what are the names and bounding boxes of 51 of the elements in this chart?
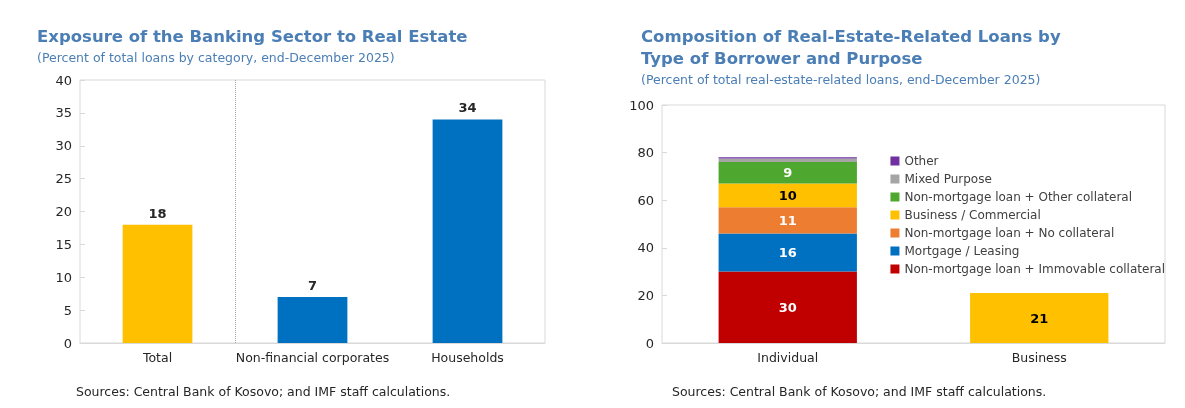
y-tick-label: 100 <box>629 97 654 113</box>
bar <box>718 183 857 208</box>
data-label: 10 <box>778 187 797 203</box>
chart-title: Exposure of the Banking Sector to Real Estate <box>37 26 468 46</box>
y-tick-label: 0 <box>63 335 72 351</box>
data-label: 21 <box>1030 310 1049 326</box>
x-tick-label: Individual <box>757 350 819 365</box>
y-tick-label: 15 <box>55 236 72 252</box>
data-label: 30 <box>778 299 797 315</box>
bar <box>718 233 857 272</box>
data-label: 34 <box>458 100 477 116</box>
y-tick-label: 40 <box>55 72 72 88</box>
legend-label: Mortgage / Leasing <box>904 244 1020 258</box>
y-tick-label: 60 <box>637 192 654 208</box>
data-label: 18 <box>148 205 167 221</box>
legend-label: Non-mortgage loan + Other collateral <box>904 190 1133 204</box>
y-tick-label: 40 <box>637 240 654 256</box>
source-note: Sources: Central Bank of Kosovo; and IMF staff calculations. <box>672 384 1047 399</box>
y-tick-label: 30 <box>55 138 72 154</box>
y-tick-label: 10 <box>55 269 72 285</box>
bar <box>718 162 857 184</box>
y-tick-label: 20 <box>55 204 72 219</box>
legend-label: Non-mortgage loan + No collateral <box>904 226 1115 240</box>
y-tick-label: 5 <box>63 302 72 318</box>
legend-label: Non-mortgage loan + Immovable collateral <box>904 262 1165 276</box>
bar <box>432 119 503 343</box>
x-tick-label: Total <box>141 350 173 365</box>
legend-label: Mixed Purpose <box>904 172 992 186</box>
legend-label: Business / Commercial <box>904 208 1041 222</box>
y-tick-label: 80 <box>637 145 654 161</box>
legend-label: Other <box>904 154 939 168</box>
bar <box>970 293 1109 343</box>
chart-title: Composition of Real-Estate-Related Loans by Type of Borrower and Purpose <box>641 26 1067 68</box>
x-tick-label: Non-financial corporates <box>235 350 390 365</box>
data-label: 16 <box>778 245 797 261</box>
bar <box>718 271 857 343</box>
chart-subtitle: (Percent of total real-estate-related loans, end-December 2025) <box>641 72 1041 87</box>
y-tick-label: 20 <box>637 287 654 303</box>
source-note: Sources: Central Bank of Kosovo; and IMF staff calculations. <box>76 384 451 399</box>
y-tick-label: 35 <box>55 105 72 121</box>
bar <box>718 207 857 234</box>
bar <box>122 224 193 343</box>
x-tick-label: Business <box>1011 350 1067 365</box>
chart-subtitle: (Percent of total loans by category, end-December 2025) <box>37 50 395 65</box>
data-label: 9 <box>783 165 793 181</box>
y-tick-label: 0 <box>645 335 654 351</box>
data-label: 11 <box>778 212 797 228</box>
data-label: 7 <box>307 277 318 293</box>
y-tick-label: 25 <box>55 171 72 187</box>
x-tick-label: Households <box>431 350 504 365</box>
bar <box>277 296 348 343</box>
